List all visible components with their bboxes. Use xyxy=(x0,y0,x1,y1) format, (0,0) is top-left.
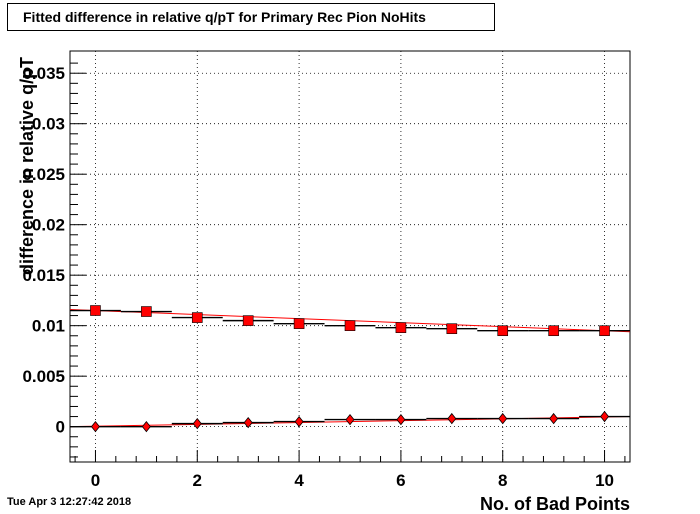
data-point xyxy=(294,415,304,428)
data-point xyxy=(344,320,356,331)
y-tick-label: 0.015 xyxy=(22,266,65,285)
y-tick-label: 0 xyxy=(56,418,65,437)
x-axis-label: No. of Bad Points xyxy=(480,494,630,514)
x-tick-label: 0 xyxy=(91,471,100,490)
y-tick-label: 0.03 xyxy=(32,115,65,134)
x-axis: 0 2 4 6 8 10 xyxy=(74,450,626,490)
chart-title: Fitted difference in relative q/pT for P… xyxy=(7,3,495,31)
data-point xyxy=(90,305,101,316)
data-point xyxy=(549,412,559,425)
y-tick-label: 0.035 xyxy=(22,64,65,83)
data-point xyxy=(90,421,100,433)
data-point xyxy=(446,323,458,335)
data-point xyxy=(191,312,203,323)
plot-frame xyxy=(69,50,631,463)
data-point xyxy=(345,413,355,426)
series-2 xyxy=(69,410,631,433)
x-tick-label: 6 xyxy=(396,471,405,490)
data-point xyxy=(600,410,610,423)
grid xyxy=(70,51,630,462)
x-tick-label: 10 xyxy=(595,471,614,490)
data-point xyxy=(141,421,151,433)
y-tick-label: 0.005 xyxy=(22,367,65,386)
series-layer xyxy=(69,305,631,433)
data-point xyxy=(243,416,253,429)
data-point xyxy=(293,318,305,329)
x-tick-label: 2 xyxy=(193,471,202,490)
data-point xyxy=(599,325,610,337)
y-tick-label: 0.025 xyxy=(22,165,65,184)
data-point xyxy=(396,413,406,426)
data-point xyxy=(242,315,254,326)
series-1 xyxy=(69,305,631,337)
data-point xyxy=(192,417,202,430)
y-tick-label: 0.02 xyxy=(32,216,65,235)
y-tick-label: 0.01 xyxy=(32,317,65,336)
data-point xyxy=(498,412,508,425)
timestamp: Tue Apr 3 12:27:42 2018 xyxy=(7,496,132,508)
data-point xyxy=(548,325,559,337)
data-point xyxy=(447,412,457,425)
x-tick-label: 4 xyxy=(294,471,304,490)
x-tick-label: 8 xyxy=(498,471,507,490)
data-point xyxy=(141,306,152,317)
y-axis-label: difference in relative q/pT xyxy=(17,57,37,275)
data-point xyxy=(497,325,509,337)
data-point xyxy=(395,322,407,333)
